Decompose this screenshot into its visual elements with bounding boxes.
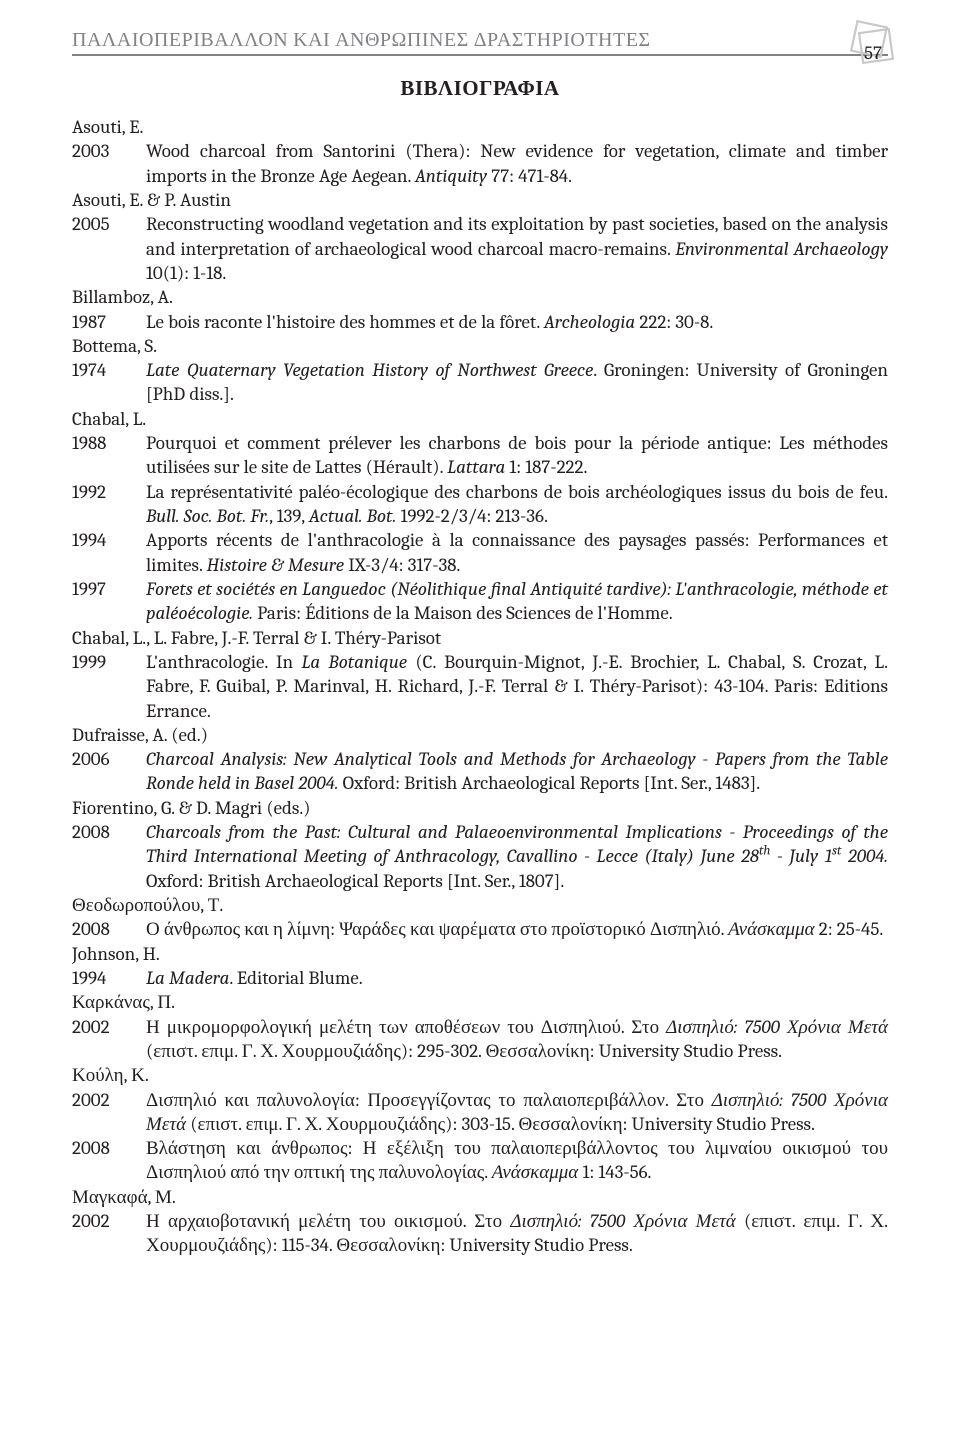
- bib-year: 2008: [72, 1136, 146, 1160]
- bib-year: 2003: [72, 139, 146, 163]
- bibliography-heading: ΒΙΒΛΙΟΓΡΑΦΙΑ: [72, 76, 888, 101]
- bib-entry: 1974Late Quaternary Vegetation History o…: [72, 358, 888, 407]
- running-head: ΠΑΛΑΙΟΠΕΡΙΒΑΛΛΟΝ ΚΑΙ ΑΝΘΡΩΠΙΝΕΣ ΔΡΑΣΤΗΡΙ…: [72, 28, 888, 56]
- bib-entry: 2008Ο άνθρωπος και η λίμνη: Ψαράδες και …: [72, 917, 888, 941]
- bib-reference: Reconstructing woodland vegetation and i…: [146, 212, 888, 285]
- bib-reference: Βλάστηση και άνθρωπος: Η εξέλιξη του παλ…: [146, 1136, 888, 1185]
- bib-entry: 2002Δισπηλιό και παλυνολογία: Προσεγγίζο…: [72, 1088, 888, 1137]
- bib-reference: Le bois raconte l'histoire des hommes et…: [146, 310, 888, 334]
- bib-author: Chabal, L.: [72, 407, 888, 431]
- bib-year: 1974: [72, 358, 146, 382]
- bib-entry: 2008Βλάστηση και άνθρωπος: Η εξέλιξη του…: [72, 1136, 888, 1185]
- bib-entry: 2005Reconstructing woodland vegetation a…: [72, 212, 888, 285]
- bib-entry: 1988Pourquoi et comment prélever les cha…: [72, 431, 888, 480]
- bib-year: 1994: [72, 528, 146, 552]
- bib-reference: Ο άνθρωπος και η λίμνη: Ψαράδες και ψαρέ…: [146, 917, 888, 941]
- bib-author: Κούλη, Κ.: [72, 1063, 888, 1087]
- bib-reference: Late Quaternary Vegetation History of No…: [146, 358, 888, 407]
- bib-reference: Charcoals from the Past: Cultural and Pa…: [146, 820, 888, 893]
- page: ΠΑΛΑΙΟΠΕΡΙΒΑΛΛΟΝ ΚΑΙ ΑΝΘΡΩΠΙΝΕΣ ΔΡΑΣΤΗΡΙ…: [0, 0, 960, 1431]
- bib-author: Billamboz, A.: [72, 285, 888, 309]
- bib-reference: Forets et sociétés en Languedoc (Néolith…: [146, 577, 888, 626]
- bib-author: Μαγκαφά, Μ.: [72, 1185, 888, 1209]
- bib-entry: 2002Η αρχαιοβοτανική μελέτη του οικισμού…: [72, 1209, 888, 1258]
- page-number: 57: [864, 42, 882, 64]
- bib-year: 1999: [72, 650, 146, 674]
- bib-year: 2008: [72, 820, 146, 844]
- bib-author: Bottema, S.: [72, 334, 888, 358]
- bib-year: 2005: [72, 212, 146, 236]
- bib-year: 1992: [72, 480, 146, 504]
- bib-entry: 2002Η μικρομορφολογική μελέτη των αποθέσ…: [72, 1015, 888, 1064]
- bib-entry: 1987Le bois raconte l'histoire des homme…: [72, 310, 888, 334]
- bib-year: 2002: [72, 1088, 146, 1112]
- bib-reference: L'anthracologie. In La Botanique (C. Bou…: [146, 650, 888, 723]
- bib-year: 2002: [72, 1015, 146, 1039]
- bib-reference: Wood charcoal from Santorini (Thera): Ne…: [146, 139, 888, 188]
- bib-entry: 1992La représentativité paléo-écologique…: [72, 480, 888, 529]
- bib-reference: La Madera. Editorial Blume.: [146, 966, 888, 990]
- bib-reference: Δισπηλιό και παλυνολογία: Προσεγγίζοντας…: [146, 1088, 888, 1137]
- bib-year: 2006: [72, 747, 146, 771]
- bib-author: Johnson, H.: [72, 942, 888, 966]
- bib-year: 1997: [72, 577, 146, 601]
- bib-entry: 1999L'anthracologie. In La Botanique (C.…: [72, 650, 888, 723]
- bib-entry: 2008Charcoals from the Past: Cultural an…: [72, 820, 888, 893]
- bib-author: Θεοδωροπούλου, Τ.: [72, 893, 888, 917]
- bib-year: 1988: [72, 431, 146, 455]
- bib-author: Chabal, L., L. Fabre, J.-F. Terral & I. …: [72, 626, 888, 650]
- bib-author: Fiorentino, G. & D. Magri (eds.): [72, 796, 888, 820]
- bib-reference: Pourquoi et comment prélever les charbon…: [146, 431, 888, 480]
- bib-year: 2008: [72, 917, 146, 941]
- bib-entry: 2003Wood charcoal from Santorini (Thera)…: [72, 139, 888, 188]
- bib-reference: Η αρχαιοβοτανική μελέτη του οικισμού. Στ…: [146, 1209, 888, 1258]
- bibliography-list: Asouti, E.2003Wood charcoal from Santori…: [72, 115, 888, 1258]
- bib-entry: 1994Apports récents de l'anthracologie à…: [72, 528, 888, 577]
- bib-reference: Η μικρομορφολογική μελέτη των αποθέσεων …: [146, 1015, 888, 1064]
- bib-reference: Apports récents de l'anthracologie à la …: [146, 528, 888, 577]
- bib-entry: 2006Charcoal Analysis: New Analytical To…: [72, 747, 888, 796]
- bib-entry: 1994La Madera. Editorial Blume.: [72, 966, 888, 990]
- bib-author: Asouti, E. & P. Austin: [72, 188, 888, 212]
- bib-entry: 1997Forets et sociétés en Languedoc (Néo…: [72, 577, 888, 626]
- bib-year: 1994: [72, 966, 146, 990]
- bib-author: Καρκάνας, Π.: [72, 990, 888, 1014]
- bib-author: Asouti, E.: [72, 115, 888, 139]
- bib-year: 2002: [72, 1209, 146, 1233]
- bib-reference: Charcoal Analysis: New Analytical Tools …: [146, 747, 888, 796]
- bib-author: Dufraisse, A. (ed.): [72, 723, 888, 747]
- bib-year: 1987: [72, 310, 146, 334]
- bib-reference: La représentativité paléo-écologique des…: [146, 480, 888, 529]
